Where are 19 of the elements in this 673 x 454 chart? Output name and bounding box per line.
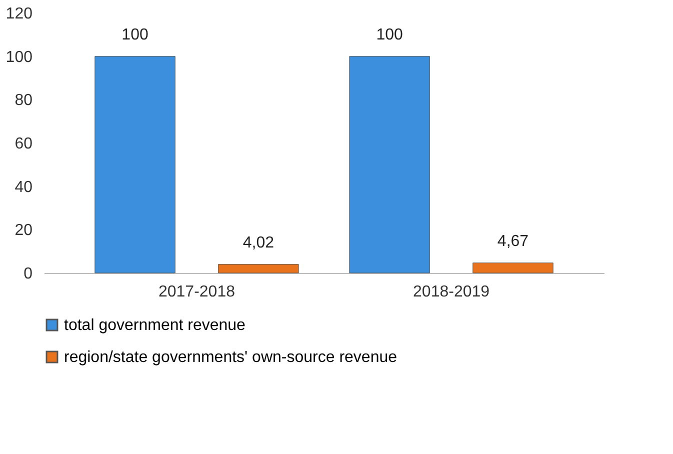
y-tick-label: 80 [14,92,33,110]
bar [218,264,299,274]
data-label: 4,67 [497,232,529,250]
y-tick-label: 20 [14,222,33,240]
y-tick-label: 120 [6,6,33,22]
y-tick-label: 60 [14,136,33,152]
x-tick-label: 2017-2018 [158,284,236,300]
data-label: 4,02 [242,234,274,252]
y-tick-label: 40 [14,178,33,196]
y-tick-label: 0 [24,266,33,282]
x-tick-label: 2018-2019 [413,284,490,300]
bar [94,56,176,274]
y-tick-label: 100 [6,48,33,66]
data-label: 100 [122,26,148,44]
legend-label: total government revenue [64,317,246,334]
data-label: 100 [376,26,404,44]
bar [472,262,554,274]
legend-label: region/state governments' own-source revenue [64,349,398,366]
bar [349,56,430,274]
